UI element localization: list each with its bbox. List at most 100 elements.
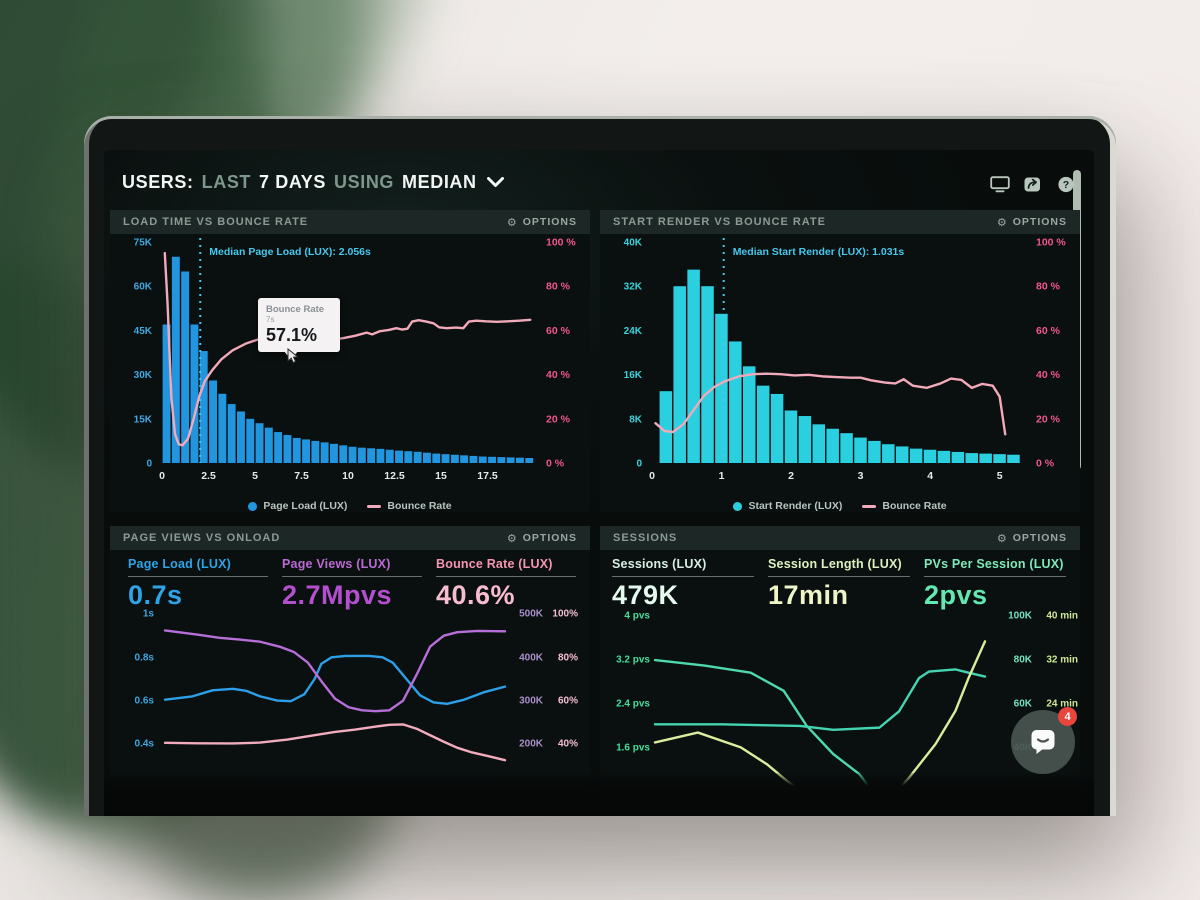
histogram-bar[interactable]: [423, 452, 431, 463]
histogram-bar[interactable]: [460, 455, 469, 463]
histogram-bar[interactable]: [659, 391, 673, 463]
axis-label: 7.5: [294, 470, 309, 482]
histogram-bar[interactable]: [756, 385, 770, 463]
help-icon[interactable]: ?: [1056, 176, 1076, 193]
histogram-bar[interactable]: [330, 443, 338, 463]
histogram-bar[interactable]: [413, 451, 422, 463]
histogram-bar[interactable]: [1007, 454, 1020, 463]
histogram-bar[interactable]: [868, 440, 881, 463]
histogram-bar[interactable]: [357, 447, 366, 463]
histogram-bar[interactable]: [516, 457, 524, 463]
start-render-chart[interactable]: 40K 32K 24K 16K 8K 0 100 % 80 % 60 % 40 % 20 % 0 % 0…: [600, 234, 1080, 492]
histogram-bar[interactable]: [348, 446, 357, 463]
series-line: [653, 658, 884, 807]
chevron-down-icon[interactable]: [486, 177, 504, 188]
histogram-bar[interactable]: [469, 455, 478, 463]
histogram-bar[interactable]: [246, 418, 255, 463]
axis-label: 80%: [558, 653, 578, 664]
axis-label: 500K: [519, 609, 544, 620]
options-button[interactable]: ⚙ OPTIONS: [507, 216, 577, 229]
histogram-bar[interactable]: [937, 450, 951, 463]
panel-title: START RENDER VS BOUNCE RATE: [613, 216, 826, 228]
histogram-bar[interactable]: [993, 454, 1006, 463]
histogram-bar[interactable]: [218, 393, 227, 463]
page-views-chart[interactable]: 1s 0.8s 0.6s 0.4s 500K 400K 300K 200K 100% 80% 60%…: [110, 604, 590, 804]
histogram-bar[interactable]: [923, 449, 937, 463]
panel-page-views-header: PAGE VIEWS VS ONLOAD ⚙ OPTIONS: [110, 526, 590, 550]
axis-label: 2.4 pvs: [616, 699, 650, 710]
histogram-bar[interactable]: [274, 432, 283, 463]
histogram-bar[interactable]: [687, 269, 700, 463]
histogram-bar[interactable]: [784, 410, 798, 463]
histogram-bar[interactable]: [209, 380, 217, 463]
panel-page-views: PAGE VIEWS VS ONLOAD ⚙ OPTIONS Page Load…: [110, 526, 590, 816]
histogram-bar[interactable]: [162, 324, 171, 463]
histogram-bar[interactable]: [742, 366, 756, 463]
histogram-bar[interactable]: [770, 393, 784, 463]
histogram-bar[interactable]: [339, 445, 348, 463]
histogram-bar[interactable]: [715, 313, 728, 463]
histogram-bar[interactable]: [385, 449, 394, 463]
histogram-bar[interactable]: [951, 451, 965, 463]
histogram-bar[interactable]: [181, 271, 190, 463]
histogram-bar[interactable]: [199, 351, 208, 463]
options-button[interactable]: ⚙ OPTIONS: [997, 532, 1067, 545]
axis-label: 3: [858, 470, 864, 482]
histogram-bar[interactable]: [311, 440, 320, 463]
histogram-bar[interactable]: [283, 435, 292, 463]
histogram-bar[interactable]: [190, 324, 199, 463]
histogram-bar[interactable]: [227, 404, 236, 463]
panel-start-render-header: START RENDER VS BOUNCE RATE ⚙ OPTIONS: [600, 210, 1080, 234]
histogram-bar[interactable]: [701, 286, 714, 463]
histogram-bar[interactable]: [376, 448, 385, 463]
histogram-bar[interactable]: [404, 451, 413, 463]
histogram-bar[interactable]: [909, 448, 923, 463]
histogram-bar[interactable]: [812, 424, 826, 463]
metric-label: Page Views (LUX): [282, 557, 422, 577]
histogram-bar[interactable]: [826, 428, 839, 463]
histogram-bar[interactable]: [171, 256, 180, 463]
histogram-bar[interactable]: [255, 423, 264, 463]
histogram-bar[interactable]: [895, 446, 909, 463]
histogram-bar[interactable]: [979, 453, 992, 463]
histogram-bar[interactable]: [441, 454, 450, 463]
histogram-bar[interactable]: [395, 450, 403, 463]
histogram-bar[interactable]: [292, 437, 301, 463]
histogram-bar[interactable]: [798, 416, 812, 463]
histogram-bar[interactable]: [525, 457, 534, 463]
share-icon[interactable]: [1023, 176, 1043, 193]
histogram-bar[interactable]: [965, 453, 979, 463]
histogram-bar[interactable]: [237, 411, 245, 463]
histogram-bar[interactable]: [882, 444, 895, 463]
axis-label: 0: [159, 470, 165, 482]
histogram-bar[interactable]: [320, 442, 329, 463]
notification-badge: 4: [1058, 707, 1077, 726]
options-button[interactable]: ⚙ OPTIONS: [997, 216, 1067, 229]
load-time-chart[interactable]: 75K 60K 45K 30K 15K 0 100 % 80 % 60 % 40 % 20 % 0 %…: [110, 234, 590, 492]
histogram-bar[interactable]: [488, 456, 496, 463]
dashboard-screen: USERS: LAST 7 DAYS USING MEDIAN ?: [104, 150, 1094, 816]
histogram-bar[interactable]: [497, 457, 506, 463]
histogram-bar[interactable]: [450, 454, 459, 463]
histogram-bar[interactable]: [302, 439, 310, 463]
histogram-bar[interactable]: [854, 437, 867, 463]
axis-label: 2: [788, 470, 794, 482]
chat-launcher-button[interactable]: 4: [1011, 707, 1077, 774]
histogram-bar[interactable]: [264, 427, 273, 463]
histogram-bar[interactable]: [673, 286, 686, 463]
histogram-bar[interactable]: [367, 448, 376, 463]
histogram-bar[interactable]: [506, 457, 515, 463]
histogram-bar[interactable]: [478, 456, 487, 463]
metric-label: Page Load (LUX): [128, 557, 268, 577]
display-icon[interactable]: [990, 176, 1010, 193]
options-button[interactable]: ⚙ OPTIONS: [507, 532, 577, 545]
legend: Start Render (LUX) Bounce Rate: [600, 497, 1080, 515]
histogram-bar[interactable]: [840, 433, 853, 463]
header-metric-label[interactable]: MEDIAN: [402, 172, 477, 192]
histogram-bar[interactable]: [729, 341, 742, 463]
axis-label: 40 %: [1036, 369, 1061, 381]
histogram-bar[interactable]: [432, 453, 441, 463]
axis-label: 60 %: [1036, 325, 1061, 337]
tooltip-x-value: 7s: [266, 315, 275, 324]
